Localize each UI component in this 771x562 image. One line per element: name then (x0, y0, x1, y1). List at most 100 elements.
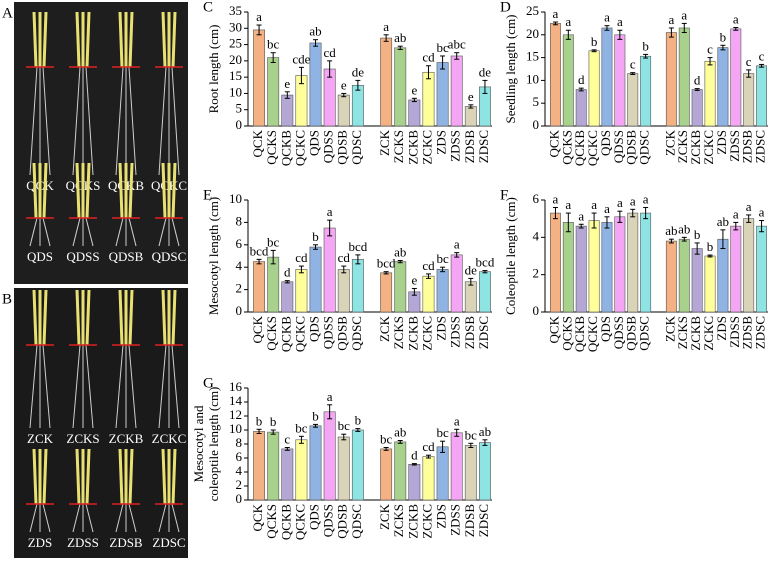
significance-label: e (411, 82, 417, 97)
x-tick-label: QDS (307, 316, 322, 342)
y-tick-label: 2 (533, 266, 540, 281)
bar (756, 65, 768, 127)
x-tick-label: QCKC (292, 130, 307, 166)
root (29, 503, 38, 533)
bar (295, 269, 308, 313)
significance-label: ab (309, 24, 321, 39)
x-tick-label: QCKS (559, 130, 574, 165)
x-tick-label: QCKS (559, 316, 574, 351)
bar (575, 89, 587, 127)
significance-label: b (256, 413, 263, 428)
significance-label: bcd (377, 256, 396, 271)
bar (478, 442, 491, 501)
significance-label: cd (422, 258, 435, 273)
root (158, 344, 167, 429)
significance-label: a (553, 191, 559, 206)
significance-label: a (591, 197, 597, 212)
root (171, 217, 180, 247)
x-tick-label: ZCK (377, 129, 392, 156)
x-tick-label: ZDSB (462, 316, 477, 350)
x-tick-label: ZCKC (419, 316, 434, 351)
shoot (171, 162, 177, 219)
bar (549, 23, 561, 127)
significance-label: c (630, 57, 636, 72)
significance-label: a (327, 204, 333, 219)
significance-label: a (553, 6, 559, 21)
significance-label: a (630, 193, 636, 208)
shoot (32, 448, 38, 505)
significance-label: a (327, 389, 333, 404)
significance-label: bcd (476, 255, 495, 270)
x-tick-label: ZCKC (701, 130, 716, 165)
significance-label: a (681, 7, 687, 22)
bar (562, 222, 574, 313)
y-tick-label: 35 (229, 3, 242, 18)
significance-label: bc (267, 234, 280, 249)
x-tick-label: QDSS (611, 316, 626, 349)
x-tick-label: QCKC (585, 316, 600, 352)
root (85, 344, 94, 429)
significance-label: bc (436, 425, 449, 440)
x-tick-label: QCKC (585, 130, 600, 166)
x-tick-label: ZDS (714, 130, 729, 155)
root (42, 344, 51, 429)
significance-label: e (284, 76, 290, 91)
shoot (171, 448, 177, 505)
significance-label: d (411, 448, 418, 463)
y-tick-label: 12 (229, 407, 242, 422)
x-tick-label: ZDSB (740, 130, 755, 164)
shoot (161, 162, 167, 219)
bar (640, 55, 652, 127)
x-tick-label: QCKB (572, 130, 587, 166)
shoot (85, 162, 91, 219)
bar (351, 84, 364, 127)
significance-label: b (270, 414, 277, 429)
significance-label: abc (448, 37, 466, 52)
x-tick-label: QCK (250, 503, 265, 531)
bar (614, 216, 626, 313)
x-tick-label: QCKB (572, 316, 587, 352)
x-tick-label: ZCK (377, 315, 392, 342)
significance-label: b (355, 413, 362, 428)
x-tick-label: ZCKB (405, 316, 420, 351)
significance-label: a (256, 9, 262, 24)
y-tick-label: 30 (229, 19, 242, 34)
significance-label: e (411, 272, 417, 287)
x-tick-label: ZDSB (462, 504, 477, 538)
shoot (75, 11, 81, 68)
significance-label: c (759, 48, 765, 63)
x-tick-label: ZCKS (391, 316, 406, 349)
photo-label: QDSB (109, 249, 144, 264)
photo-label: QDSS (66, 249, 99, 264)
root (128, 66, 137, 176)
y-tick-label: 20 (526, 26, 539, 41)
bar (422, 456, 435, 501)
shoot (118, 162, 124, 219)
x-tick-label: QDSB (335, 504, 350, 539)
significance-label: c (746, 54, 752, 69)
x-tick-label: QCK (250, 129, 265, 157)
root (158, 503, 167, 533)
x-tick-label: QCKB (278, 316, 293, 352)
x-tick-label: ZDS (434, 130, 449, 155)
x-tick-label: ZDSC (753, 316, 768, 349)
x-tick-label: QDS (307, 504, 322, 530)
bar (309, 425, 322, 501)
x-tick-label: QDSC (637, 316, 652, 351)
y-tick-label: 16 (229, 379, 243, 394)
bar (267, 256, 280, 313)
bar (380, 448, 393, 501)
x-tick-label: QCKB (278, 130, 293, 166)
x-tick-label: ZDSC (476, 130, 491, 163)
x-tick-label: ZDS (434, 504, 449, 529)
significance-label: d (694, 73, 701, 88)
photo-label: ZCKB (109, 431, 144, 446)
significance-label: a (578, 208, 584, 223)
shoot (171, 289, 177, 346)
significance-label: bcd (250, 243, 269, 258)
shoot (161, 448, 167, 505)
y-tick-label: 6 (533, 191, 540, 206)
significance-label: a (759, 205, 765, 220)
x-tick-label: ZCKS (675, 316, 690, 349)
bar (281, 281, 294, 313)
